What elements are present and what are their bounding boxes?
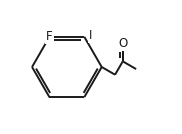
Text: I: I	[89, 29, 92, 42]
Text: F: F	[46, 30, 53, 43]
Text: O: O	[118, 38, 127, 51]
